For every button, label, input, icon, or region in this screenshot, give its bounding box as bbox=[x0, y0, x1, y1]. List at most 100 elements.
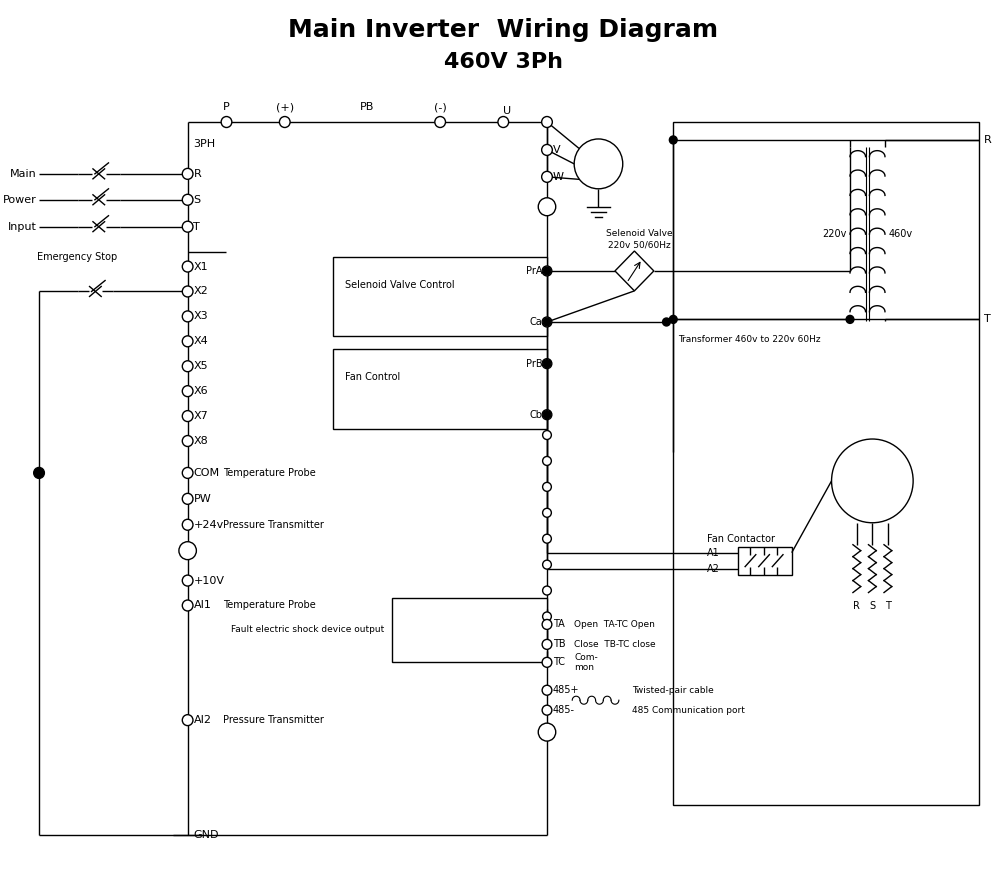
Text: Pressure Transmitter: Pressure Transmitter bbox=[223, 715, 323, 725]
Circle shape bbox=[574, 139, 623, 189]
Text: R: R bbox=[853, 601, 860, 610]
Text: X8: X8 bbox=[193, 436, 208, 446]
Circle shape bbox=[182, 221, 193, 233]
Circle shape bbox=[182, 519, 193, 530]
Text: S: S bbox=[193, 195, 201, 205]
Text: X5: X5 bbox=[193, 361, 208, 372]
Circle shape bbox=[669, 315, 677, 323]
Text: +10V: +10V bbox=[193, 576, 224, 585]
Circle shape bbox=[182, 715, 193, 725]
Circle shape bbox=[538, 198, 556, 216]
Circle shape bbox=[542, 117, 552, 127]
Circle shape bbox=[832, 439, 913, 523]
Circle shape bbox=[543, 430, 551, 439]
Circle shape bbox=[221, 117, 232, 127]
Circle shape bbox=[538, 723, 556, 741]
Circle shape bbox=[182, 386, 193, 396]
Circle shape bbox=[663, 318, 670, 326]
Text: TB: TB bbox=[553, 640, 565, 650]
Circle shape bbox=[543, 267, 551, 275]
Text: Com-
mon: Com- mon bbox=[574, 652, 598, 672]
Text: Selenoid Valve Control: Selenoid Valve Control bbox=[345, 280, 455, 290]
Text: GND: GND bbox=[193, 830, 219, 840]
Text: U: U bbox=[503, 106, 511, 116]
Circle shape bbox=[182, 468, 193, 478]
Text: R: R bbox=[193, 169, 201, 179]
Text: Input: Input bbox=[8, 222, 37, 232]
Circle shape bbox=[543, 482, 551, 491]
Text: Selenoid Valve: Selenoid Valve bbox=[606, 229, 673, 238]
Text: Transformer 460v to 220v 60Hz: Transformer 460v to 220v 60Hz bbox=[678, 335, 821, 344]
Text: AI1: AI1 bbox=[193, 601, 211, 610]
Circle shape bbox=[543, 560, 551, 569]
Circle shape bbox=[498, 117, 509, 127]
Bar bbox=[738, 547, 792, 575]
Text: X3: X3 bbox=[193, 311, 208, 322]
Text: (-): (-) bbox=[434, 102, 447, 112]
Circle shape bbox=[543, 360, 551, 368]
Text: TA: TA bbox=[553, 619, 565, 629]
Bar bbox=[333, 349, 547, 429]
Text: PB: PB bbox=[360, 102, 375, 112]
Circle shape bbox=[435, 117, 446, 127]
Text: X2: X2 bbox=[193, 287, 208, 297]
Text: 460v: 460v bbox=[889, 229, 913, 239]
Circle shape bbox=[542, 266, 552, 276]
Text: 460V 3Ph: 460V 3Ph bbox=[444, 53, 563, 72]
Text: Cb: Cb bbox=[529, 410, 542, 420]
Circle shape bbox=[182, 168, 193, 179]
Circle shape bbox=[542, 359, 552, 369]
Text: Temperature Probe: Temperature Probe bbox=[223, 601, 315, 610]
Circle shape bbox=[542, 658, 552, 667]
Circle shape bbox=[542, 317, 552, 327]
Text: 485 Communication port: 485 Communication port bbox=[632, 706, 745, 715]
Text: X7: X7 bbox=[193, 411, 208, 421]
Text: A1: A1 bbox=[707, 548, 720, 558]
Text: Open  TA-TC Open: Open TA-TC Open bbox=[574, 620, 655, 629]
Text: Close  TB-TC close: Close TB-TC close bbox=[574, 640, 656, 649]
Text: PrA: PrA bbox=[526, 266, 542, 276]
Text: Emergency Stop: Emergency Stop bbox=[37, 251, 117, 262]
Circle shape bbox=[182, 194, 193, 205]
Circle shape bbox=[542, 685, 552, 695]
Circle shape bbox=[182, 436, 193, 446]
Text: 3PH: 3PH bbox=[193, 139, 216, 149]
Circle shape bbox=[182, 311, 193, 322]
Text: Pressure Transmitter: Pressure Transmitter bbox=[223, 519, 323, 530]
Text: Ca: Ca bbox=[529, 317, 542, 327]
Circle shape bbox=[182, 361, 193, 372]
Bar bbox=[333, 257, 547, 336]
Text: PrB: PrB bbox=[526, 359, 542, 369]
Text: 220v 50/60Hz: 220v 50/60Hz bbox=[608, 241, 671, 249]
Circle shape bbox=[543, 318, 551, 326]
Text: Main Inverter  Wiring Diagram: Main Inverter Wiring Diagram bbox=[288, 19, 718, 42]
Circle shape bbox=[182, 336, 193, 347]
Text: W: W bbox=[553, 172, 564, 182]
Circle shape bbox=[182, 411, 193, 421]
Text: Power: Power bbox=[3, 195, 37, 205]
Text: Fault electric shock device output: Fault electric shock device output bbox=[231, 625, 384, 634]
Circle shape bbox=[846, 315, 854, 323]
Text: X6: X6 bbox=[193, 386, 208, 396]
Text: Twisted-pair cable: Twisted-pair cable bbox=[632, 686, 714, 695]
Text: 485+: 485+ bbox=[553, 685, 579, 695]
Text: T: T bbox=[984, 315, 991, 324]
Text: Fan Contactor: Fan Contactor bbox=[707, 534, 775, 544]
Text: Temperature Probe: Temperature Probe bbox=[223, 468, 315, 478]
Circle shape bbox=[542, 640, 552, 650]
Circle shape bbox=[669, 136, 677, 144]
Text: PW: PW bbox=[193, 494, 211, 503]
Circle shape bbox=[182, 261, 193, 272]
Text: +24v: +24v bbox=[193, 519, 224, 530]
Bar bbox=[392, 598, 547, 662]
Text: 220v: 220v bbox=[822, 229, 846, 239]
Circle shape bbox=[542, 619, 552, 629]
Circle shape bbox=[182, 575, 193, 586]
Text: TC: TC bbox=[553, 658, 565, 667]
Text: T: T bbox=[885, 601, 891, 610]
Circle shape bbox=[543, 586, 551, 595]
Text: X1: X1 bbox=[193, 262, 208, 272]
Circle shape bbox=[543, 411, 551, 419]
Circle shape bbox=[542, 705, 552, 715]
Circle shape bbox=[279, 117, 290, 127]
